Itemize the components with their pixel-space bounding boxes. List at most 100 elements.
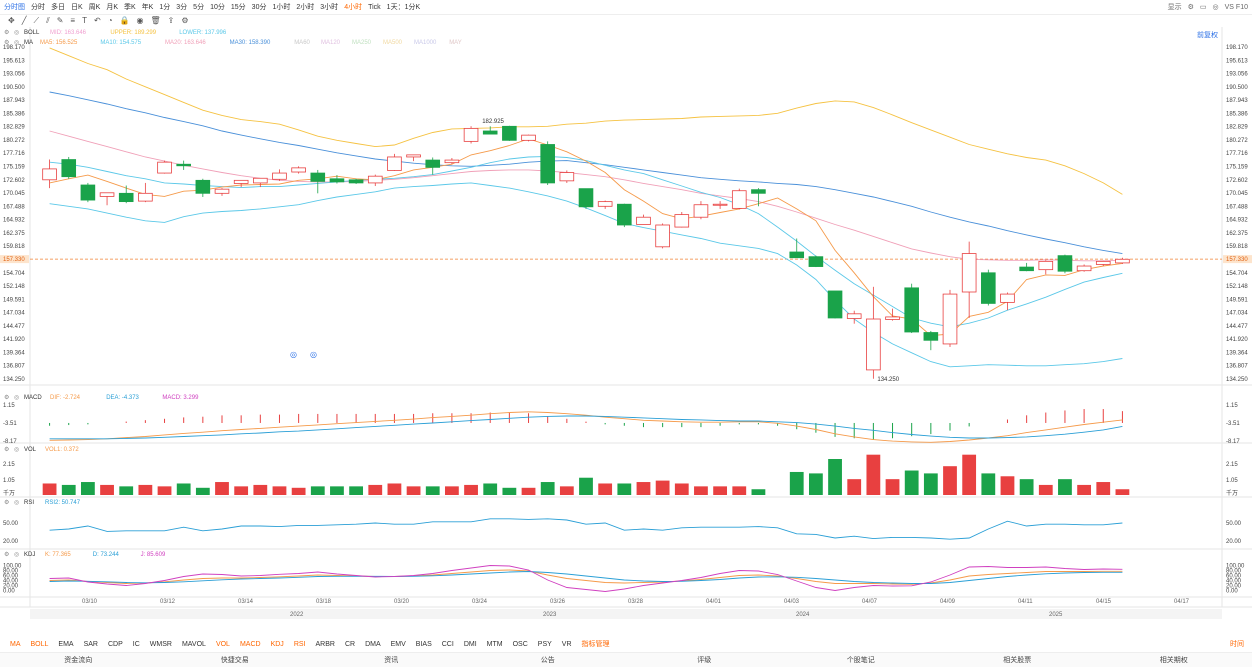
period-tab[interactable]: 30分 [252, 2, 267, 12]
compare-f10[interactable]: VS F10 [1225, 4, 1248, 11]
candle-body [215, 189, 229, 193]
settings-icon[interactable]: ⚙ [181, 16, 188, 25]
period-tab[interactable]: 月K [106, 2, 118, 12]
period-tab[interactable]: 15分 [231, 2, 246, 12]
vol-unit-left: 千万 [3, 489, 15, 497]
period-tab[interactable]: 周K [89, 2, 101, 12]
period-tab[interactable]: 多日 [51, 2, 65, 12]
magnet-icon[interactable]: ◔ [108, 16, 113, 25]
period-tab[interactable]: 5分 [193, 2, 204, 12]
period-tab[interactable]: Tick [368, 4, 381, 11]
lock-icon[interactable]: 🔒 [120, 16, 130, 25]
ray-icon[interactable]: ⟋ [34, 16, 40, 26]
bottom-tab[interactable]: 快捷交易 [157, 655, 314, 665]
indicator-tab[interactable]: MA [10, 641, 21, 648]
candle-body [100, 193, 114, 197]
bottom-tab[interactable]: 个股笔记 [783, 655, 940, 665]
indicator-tab[interactable]: EMV [391, 641, 406, 648]
price-tick-left: 162.375 [3, 231, 25, 237]
layout-icon[interactable]: ▭ [1200, 3, 1207, 11]
bottom-tab[interactable]: 资金流向 [0, 655, 157, 665]
indicator-tab[interactable]: RSI [294, 641, 306, 648]
price-tick-right: 193.056 [1226, 72, 1248, 78]
bottom-tab[interactable]: 相关股票 [939, 655, 1096, 665]
period-tab[interactable]: 分时 [31, 2, 45, 12]
x-tick-label: 03/28 [628, 599, 644, 605]
indicator-tab[interactable]: EMA [58, 641, 73, 648]
volume-bar [1020, 479, 1034, 495]
eye-icon[interactable]: ◉ [137, 16, 144, 25]
indicator-tab[interactable]: CCI [442, 641, 454, 648]
crosshair-icon[interactable]: ✥ [8, 16, 15, 25]
bottom-tab[interactable]: 资讯 [313, 655, 470, 665]
price-tick-left: 149.591 [3, 297, 25, 303]
ma5-line [50, 139, 1123, 336]
period-tab[interactable]: 季K [124, 2, 136, 12]
volume-bar [1001, 476, 1015, 495]
period-tab[interactable]: 1小时 [272, 2, 290, 12]
indicator-tab[interactable]: MAVOL [182, 641, 206, 648]
timeline-year: 2025 [1049, 612, 1063, 618]
gear-icon[interactable]: ⚙ [1188, 3, 1194, 11]
period-tab[interactable]: 1分 [159, 2, 170, 12]
period-tab[interactable]: 年K [142, 2, 154, 12]
candle-body [1020, 267, 1034, 271]
indicator-tab[interactable]: IC [133, 641, 140, 648]
volume-bar [330, 486, 344, 495]
ma-legend-item: MA30: 158.390 [230, 40, 271, 46]
delete-icon[interactable]: 🗑 [150, 16, 160, 25]
x-tick-label: 03/18 [316, 599, 332, 605]
bottom-tab[interactable]: 评级 [626, 655, 783, 665]
indicator-tab[interactable]: PSY [538, 641, 552, 648]
indicator-tab[interactable]: WMSR [150, 641, 172, 648]
volume-bar [1077, 485, 1091, 495]
bottom-tab[interactable]: 相关期权 [1096, 655, 1252, 665]
period-tab[interactable]: 4小时 [344, 2, 362, 12]
period-tab[interactable]: 2小时 [296, 2, 314, 12]
share-icon[interactable]: ⇪ [168, 16, 175, 25]
indicator-tab[interactable]: MACD [240, 641, 261, 648]
indicator-tab[interactable]: VOL [216, 641, 230, 648]
time-button[interactable]: 时间 [1230, 639, 1244, 649]
indicator-tab[interactable]: MTM [487, 641, 503, 648]
indicator-tab[interactable]: DMA [365, 641, 381, 648]
volume-bar [62, 485, 76, 495]
volume-bar [924, 473, 938, 495]
text-icon[interactable]: T [82, 16, 87, 25]
display-menu[interactable]: 显示 [1168, 2, 1182, 12]
arrow-icon[interactable]: ↶ [94, 16, 101, 25]
channel-icon[interactable]: ⫽ [46, 16, 50, 26]
indicator-tab[interactable]: DMI [464, 641, 477, 648]
bottom-tab[interactable]: 公告 [470, 655, 627, 665]
period-tab[interactable]: 10分 [210, 2, 225, 12]
indicator-tab[interactable]: VR [562, 641, 572, 648]
line-icon[interactable]: ╱ [22, 16, 27, 25]
pen-icon[interactable]: ✎ [57, 16, 64, 25]
period-tab[interactable]: 3小时 [320, 2, 338, 12]
camera-icon[interactable]: ◎ [1213, 3, 1219, 11]
price-tick-left: 172.602 [3, 178, 25, 184]
volume-bar [809, 473, 823, 495]
indicator-tab[interactable]: CR [345, 641, 355, 648]
period-tab[interactable]: 分时图 [4, 2, 25, 12]
period-tab[interactable]: 1天：1分K [387, 2, 420, 12]
indicator-tab[interactable]: KDJ [271, 641, 284, 648]
indicator-tab[interactable]: OSC [513, 641, 528, 648]
indicator-tab[interactable]: BIAS [416, 641, 432, 648]
volume-bar [138, 485, 152, 495]
indicator-tab[interactable]: SAR [84, 641, 98, 648]
indicator-tab[interactable]: CDP [108, 641, 123, 648]
candle-body [158, 162, 172, 173]
gear-icon: ⚙ [4, 29, 9, 36]
period-tab[interactable]: 日K [71, 2, 83, 12]
period-tab[interactable]: 3分 [176, 2, 187, 12]
candle-body [1039, 261, 1053, 269]
fib-icon[interactable]: ≡ [70, 16, 75, 25]
volume-bar [732, 486, 746, 495]
indicator-tab[interactable]: ARBR [315, 641, 334, 648]
indicator-tab[interactable]: BOLL [31, 641, 49, 648]
volume-bar [1039, 485, 1053, 495]
indicator-tab[interactable]: 指标管理 [582, 639, 610, 649]
price-tick-left: 198.170 [3, 45, 25, 51]
